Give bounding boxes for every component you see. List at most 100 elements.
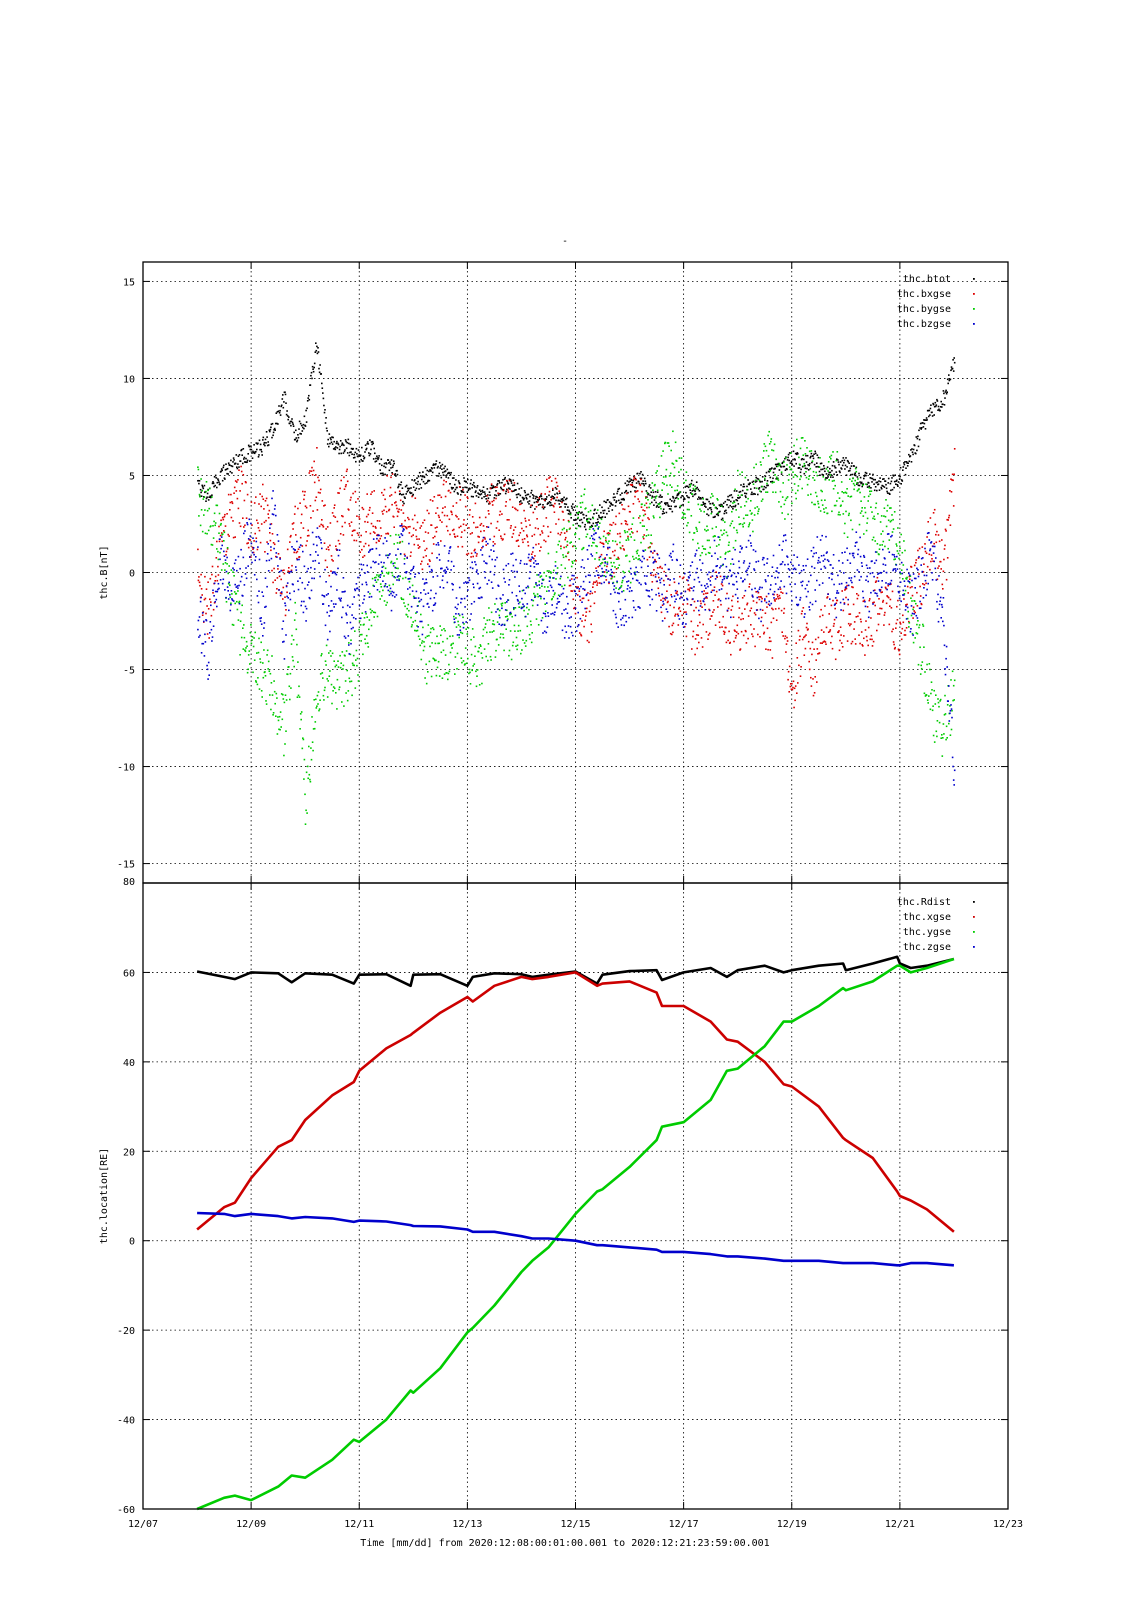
data-point bbox=[253, 637, 255, 639]
data-point bbox=[451, 588, 454, 591]
data-point bbox=[706, 498, 709, 501]
data-point bbox=[253, 574, 256, 576]
data-point bbox=[603, 575, 605, 577]
data-point bbox=[329, 630, 331, 633]
data-point bbox=[227, 473, 229, 475]
data-point bbox=[223, 530, 225, 532]
data-point bbox=[512, 641, 515, 644]
data-point bbox=[353, 539, 355, 542]
data-point bbox=[721, 517, 724, 520]
data-point bbox=[673, 581, 676, 584]
data-point bbox=[919, 422, 922, 425]
data-point bbox=[924, 543, 926, 545]
data-point bbox=[405, 614, 408, 616]
data-point bbox=[207, 608, 210, 610]
data-point bbox=[934, 703, 937, 705]
data-point bbox=[391, 574, 394, 577]
data-point bbox=[944, 391, 947, 393]
data-point bbox=[698, 614, 701, 616]
data-point bbox=[357, 455, 359, 458]
data-point bbox=[435, 460, 438, 462]
data-point bbox=[622, 497, 625, 500]
data-point bbox=[350, 642, 352, 645]
data-point bbox=[838, 497, 841, 499]
data-point bbox=[615, 515, 617, 518]
data-point bbox=[832, 461, 835, 463]
data-point bbox=[603, 564, 606, 567]
data-point bbox=[874, 581, 877, 583]
data-point bbox=[587, 520, 589, 523]
data-point bbox=[519, 590, 521, 593]
data-point bbox=[686, 485, 689, 488]
data-point bbox=[643, 484, 645, 487]
data-point bbox=[836, 474, 839, 476]
data-point bbox=[589, 574, 591, 577]
data-point bbox=[932, 560, 934, 562]
data-point bbox=[682, 503, 684, 506]
data-point bbox=[363, 623, 365, 626]
data-point bbox=[606, 512, 608, 515]
data-point bbox=[245, 457, 247, 460]
data-point bbox=[685, 611, 687, 613]
data-point bbox=[425, 473, 427, 476]
data-point bbox=[805, 626, 808, 629]
data-point bbox=[329, 650, 332, 652]
data-point bbox=[591, 592, 594, 595]
data-point bbox=[835, 459, 838, 462]
data-point bbox=[283, 401, 285, 403]
data-point bbox=[560, 506, 562, 508]
data-point bbox=[661, 604, 664, 606]
data-point bbox=[546, 602, 548, 604]
data-point bbox=[231, 598, 233, 600]
data-point bbox=[276, 697, 278, 699]
data-point bbox=[726, 592, 728, 595]
data-point bbox=[331, 609, 333, 612]
data-point bbox=[815, 659, 817, 661]
data-point bbox=[265, 519, 267, 522]
data-point bbox=[368, 551, 370, 553]
data-point bbox=[345, 650, 348, 652]
data-point bbox=[572, 634, 574, 637]
data-point bbox=[940, 400, 942, 403]
data-point bbox=[304, 587, 306, 590]
data-point bbox=[499, 510, 502, 513]
data-point bbox=[626, 480, 629, 482]
data-point bbox=[450, 486, 453, 489]
data-point bbox=[945, 530, 947, 532]
data-point bbox=[616, 581, 618, 584]
data-point bbox=[742, 525, 744, 528]
data-point bbox=[310, 374, 312, 377]
data-point bbox=[383, 465, 385, 468]
data-point bbox=[470, 552, 473, 555]
data-point bbox=[358, 620, 361, 622]
data-point bbox=[285, 413, 288, 416]
data-point bbox=[289, 698, 291, 701]
data-point bbox=[494, 559, 497, 561]
data-point bbox=[394, 474, 396, 476]
data-point bbox=[463, 477, 465, 479]
data-point bbox=[677, 498, 680, 500]
data-point bbox=[808, 462, 811, 465]
data-point bbox=[679, 610, 682, 612]
data-point bbox=[737, 497, 739, 499]
data-point bbox=[739, 473, 741, 476]
data-point bbox=[793, 706, 795, 709]
data-point bbox=[664, 617, 666, 620]
data-point bbox=[432, 543, 435, 545]
data-point bbox=[513, 570, 516, 573]
data-point bbox=[834, 484, 836, 487]
data-point bbox=[425, 582, 428, 584]
data-point bbox=[678, 457, 681, 459]
data-point bbox=[366, 442, 368, 445]
data-point bbox=[491, 486, 494, 489]
data-point bbox=[903, 462, 905, 464]
data-point bbox=[697, 624, 699, 627]
data-point bbox=[892, 518, 894, 521]
data-point bbox=[593, 509, 596, 512]
data-point bbox=[932, 403, 935, 406]
data-point bbox=[808, 475, 810, 478]
data-point bbox=[359, 454, 362, 457]
data-point bbox=[946, 737, 948, 739]
data-point bbox=[465, 553, 468, 556]
data-point bbox=[432, 463, 435, 465]
